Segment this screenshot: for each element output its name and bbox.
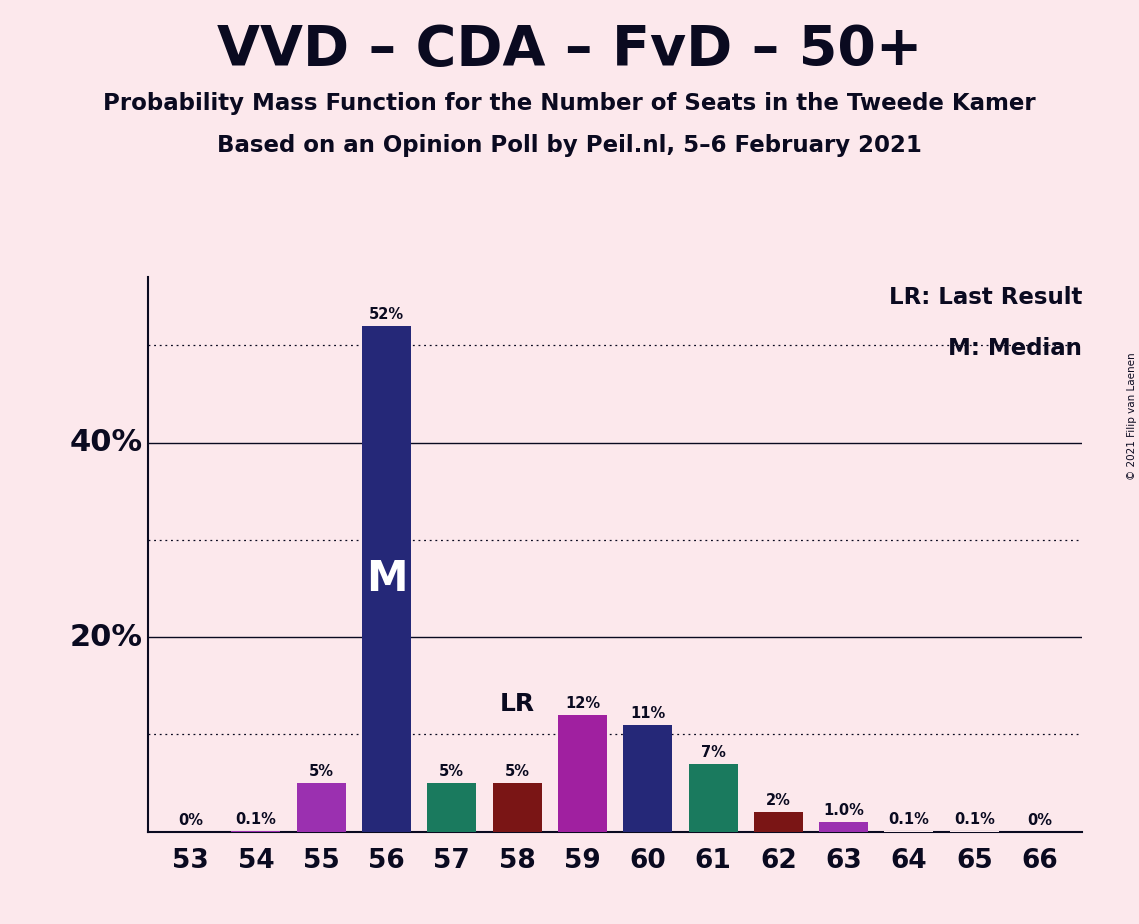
Text: 0.1%: 0.1% (953, 812, 994, 827)
Text: LR: Last Result: LR: Last Result (888, 286, 1082, 310)
Text: 5%: 5% (440, 764, 465, 779)
Text: M: M (366, 558, 408, 600)
Bar (950, 831, 999, 832)
Text: Probability Mass Function for the Number of Seats in the Tweede Kamer: Probability Mass Function for the Number… (104, 92, 1035, 116)
Text: 2%: 2% (765, 794, 790, 808)
Text: 12%: 12% (565, 696, 600, 711)
Text: 0.1%: 0.1% (236, 812, 277, 827)
Text: VVD – CDA – FvD – 50+: VVD – CDA – FvD – 50+ (216, 23, 923, 77)
Bar (754, 812, 803, 832)
Text: © 2021 Filip van Laenen: © 2021 Filip van Laenen (1126, 352, 1137, 480)
Text: 0%: 0% (1027, 813, 1052, 828)
Text: 20%: 20% (69, 623, 142, 651)
Text: 7%: 7% (700, 745, 726, 760)
Bar (689, 763, 738, 832)
Bar (296, 783, 345, 832)
Text: LR: LR (500, 692, 534, 716)
Bar (623, 724, 672, 832)
Text: 5%: 5% (309, 764, 334, 779)
Text: 40%: 40% (69, 428, 142, 457)
Text: Based on an Opinion Poll by Peil.nl, 5–6 February 2021: Based on an Opinion Poll by Peil.nl, 5–6… (218, 134, 921, 157)
Text: M: Median: M: Median (948, 337, 1082, 360)
Bar (885, 831, 934, 832)
Text: 5%: 5% (505, 764, 530, 779)
Bar (362, 326, 411, 832)
Bar (558, 715, 607, 832)
Text: 11%: 11% (630, 706, 665, 721)
Text: 0%: 0% (178, 813, 203, 828)
Text: 0.1%: 0.1% (888, 812, 929, 827)
Text: 52%: 52% (369, 307, 404, 322)
Bar (427, 783, 476, 832)
Bar (819, 821, 868, 832)
Bar (492, 783, 541, 832)
Text: 1.0%: 1.0% (823, 803, 865, 818)
Bar (231, 831, 280, 832)
